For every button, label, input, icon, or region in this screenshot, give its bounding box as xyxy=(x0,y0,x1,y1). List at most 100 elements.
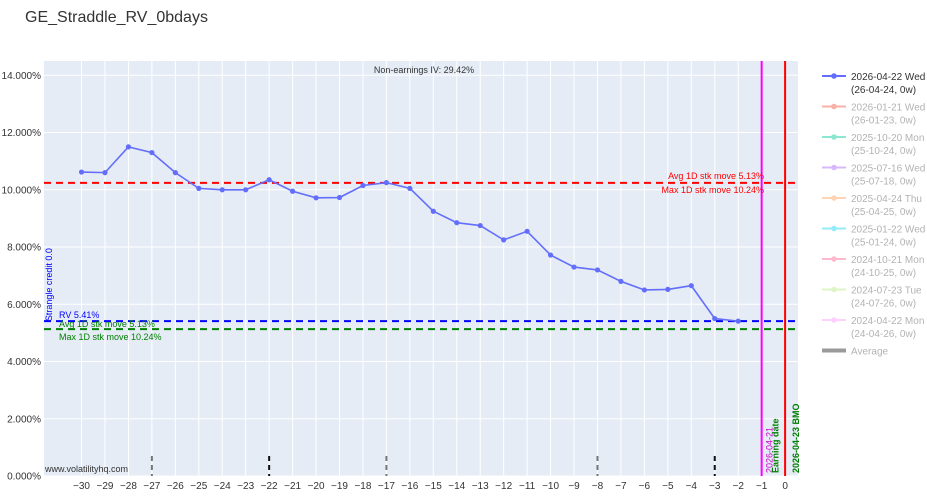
legend-label: (26-01-23, 0w) xyxy=(851,116,916,127)
y-tick-label: 10.000% xyxy=(2,185,42,196)
legend-marker xyxy=(831,73,837,79)
x-tick-label: −7 xyxy=(615,481,627,492)
legend-label: 2026-01-21 Wed xyxy=(851,103,925,114)
data-point xyxy=(196,185,202,191)
data-point xyxy=(641,287,647,293)
red-max-move-label: Max 1D stk move 10.24% xyxy=(661,185,764,195)
x-tick-label: −25 xyxy=(190,481,207,492)
red-avg-move-label: Avg 1D stk move 5.13% xyxy=(668,171,764,181)
legend-label: 2025-01-22 Wed xyxy=(851,225,925,236)
legend-label: (25-04-25, 0w) xyxy=(851,207,916,218)
y-tick-label: 4.000% xyxy=(7,357,41,368)
data-point xyxy=(407,185,413,191)
legend-item: 2025-10-20 Mon (25-10-24, 0w) xyxy=(822,133,924,157)
data-point xyxy=(360,182,366,189)
x-tick-label: 0 xyxy=(782,481,788,492)
legend-marker xyxy=(831,256,837,262)
data-point xyxy=(78,169,85,175)
x-tick-label: −14 xyxy=(448,481,465,492)
event-tick-marks xyxy=(150,456,716,476)
data-point xyxy=(336,194,343,201)
chart-title: GE_Straddle_RV_0bdays xyxy=(25,9,208,26)
x-tick-label: −4 xyxy=(686,481,698,492)
legend-label: 2026-04-22 Wed xyxy=(851,72,925,83)
reference-lines xyxy=(44,181,798,331)
x-tick-label: −18 xyxy=(354,481,371,492)
legend-item: 2025-04-24 Thu (25-04-25, 0w) xyxy=(822,194,922,218)
x-axis: −30 −29 −28 −27 −26 −25 −24 −23 −22 −21 −20 −19 −18−… xyxy=(73,481,788,492)
legend-marker xyxy=(831,103,837,110)
legend-item: 2024-10-21 Mon (24-10-25, 0w) xyxy=(822,255,924,279)
bmo-label: 2026-04-23 BMO xyxy=(791,403,801,473)
x-tick-label: −5 xyxy=(662,481,674,492)
x-tick-label: −29 xyxy=(96,481,113,492)
legend-item: 2024-07-23 Tue (24-07-26, 0w) xyxy=(822,286,922,310)
x-tick-label: −24 xyxy=(214,481,231,492)
x-tick-label: −23 xyxy=(237,481,254,492)
x-tick-label: −16 xyxy=(401,481,418,492)
data-point xyxy=(219,187,225,193)
earning-date-label: Earning date xyxy=(771,418,781,473)
y-tick-label: 8.000% xyxy=(7,243,41,254)
rv-label: RV 5.41% xyxy=(59,310,99,320)
y-tick-label: 2.000% xyxy=(7,414,41,425)
x-tick-label: −10 xyxy=(542,481,559,492)
legend-label: 2024-04-22 Mon xyxy=(851,316,924,327)
x-tick-label: −11 xyxy=(519,481,536,492)
event-lines xyxy=(760,61,787,476)
legend-item: 2026-04-22 Wed (26-04-24, 0w) xyxy=(822,72,925,96)
x-tick-label: −3 xyxy=(709,481,721,492)
x-tick-label: −17 xyxy=(378,481,395,492)
data-point xyxy=(102,170,108,176)
data-point xyxy=(524,228,530,234)
y-tick-label: 6.000% xyxy=(7,300,41,311)
data-point xyxy=(430,208,436,214)
legend-label: (24-10-25, 0w) xyxy=(851,268,916,279)
legend-marker xyxy=(831,195,837,201)
x-tick-label: −26 xyxy=(167,481,184,492)
y-tick-label: 12.000% xyxy=(2,128,42,139)
data-point xyxy=(547,252,554,258)
legend-item: 2025-07-16 Wed (25-07-18, 0w) xyxy=(822,164,925,188)
legend-label: 2025-04-24 Thu xyxy=(851,194,922,205)
y-tick-label: 0.000% xyxy=(7,472,41,483)
data-point xyxy=(688,283,694,289)
legend-label: (25-10-24, 0w) xyxy=(851,146,916,157)
x-tick-label: −6 xyxy=(639,481,651,492)
legend-item: Average xyxy=(822,347,889,358)
data-point xyxy=(383,180,390,186)
data-point xyxy=(289,188,296,194)
legend-label: Average xyxy=(851,347,889,358)
non-earnings-iv-label: Non-earnings IV: 29.42% xyxy=(374,65,474,75)
magenta-date-label: 2026-04-21 xyxy=(765,427,775,473)
legend-marker xyxy=(831,164,837,171)
legend: 2026-04-22 Wed (26-04-24, 0w) 2026-01-21 W… xyxy=(822,72,925,358)
y-axis: 0.000% 2.000% 4.000% 6.000% 8.000% 10.000% 12.… xyxy=(2,71,42,483)
x-tick-label: −21 xyxy=(284,481,301,492)
legend-item: 2024-04-22 Mon (24-04-26, 0w) xyxy=(822,316,924,340)
x-tick-label: −27 xyxy=(143,481,160,492)
legend-label: 2024-10-21 Mon xyxy=(851,255,924,266)
x-tick-label: −15 xyxy=(425,481,442,492)
legend-label: (26-04-24, 0w) xyxy=(851,85,916,96)
watermark: www.volatilityhq.com xyxy=(44,464,128,474)
x-tick-label: −2 xyxy=(732,481,744,492)
legend-label: (24-04-26, 0w) xyxy=(851,329,916,340)
data-point xyxy=(735,318,741,324)
legend-marker xyxy=(831,286,837,293)
plot-area xyxy=(44,61,798,476)
x-tick-label: −9 xyxy=(568,481,580,492)
green-max-move-label: Max 1D stk move 10.24% xyxy=(59,332,162,342)
legend-label: 2025-07-16 Wed xyxy=(851,164,925,175)
data-point xyxy=(712,315,718,322)
data-point xyxy=(454,220,460,226)
data-point xyxy=(313,195,319,201)
x-tick-label: −13 xyxy=(472,481,489,492)
data-point xyxy=(125,144,132,150)
x-tick-label: −12 xyxy=(495,481,512,492)
legend-label: 2024-07-23 Tue xyxy=(851,286,922,297)
x-tick-label: −19 xyxy=(331,481,348,492)
strangle-credit-label: Strangle credit 0.0 xyxy=(44,248,54,321)
legend-item: 2025-01-22 Wed (25-01-24, 0w) xyxy=(822,225,925,249)
